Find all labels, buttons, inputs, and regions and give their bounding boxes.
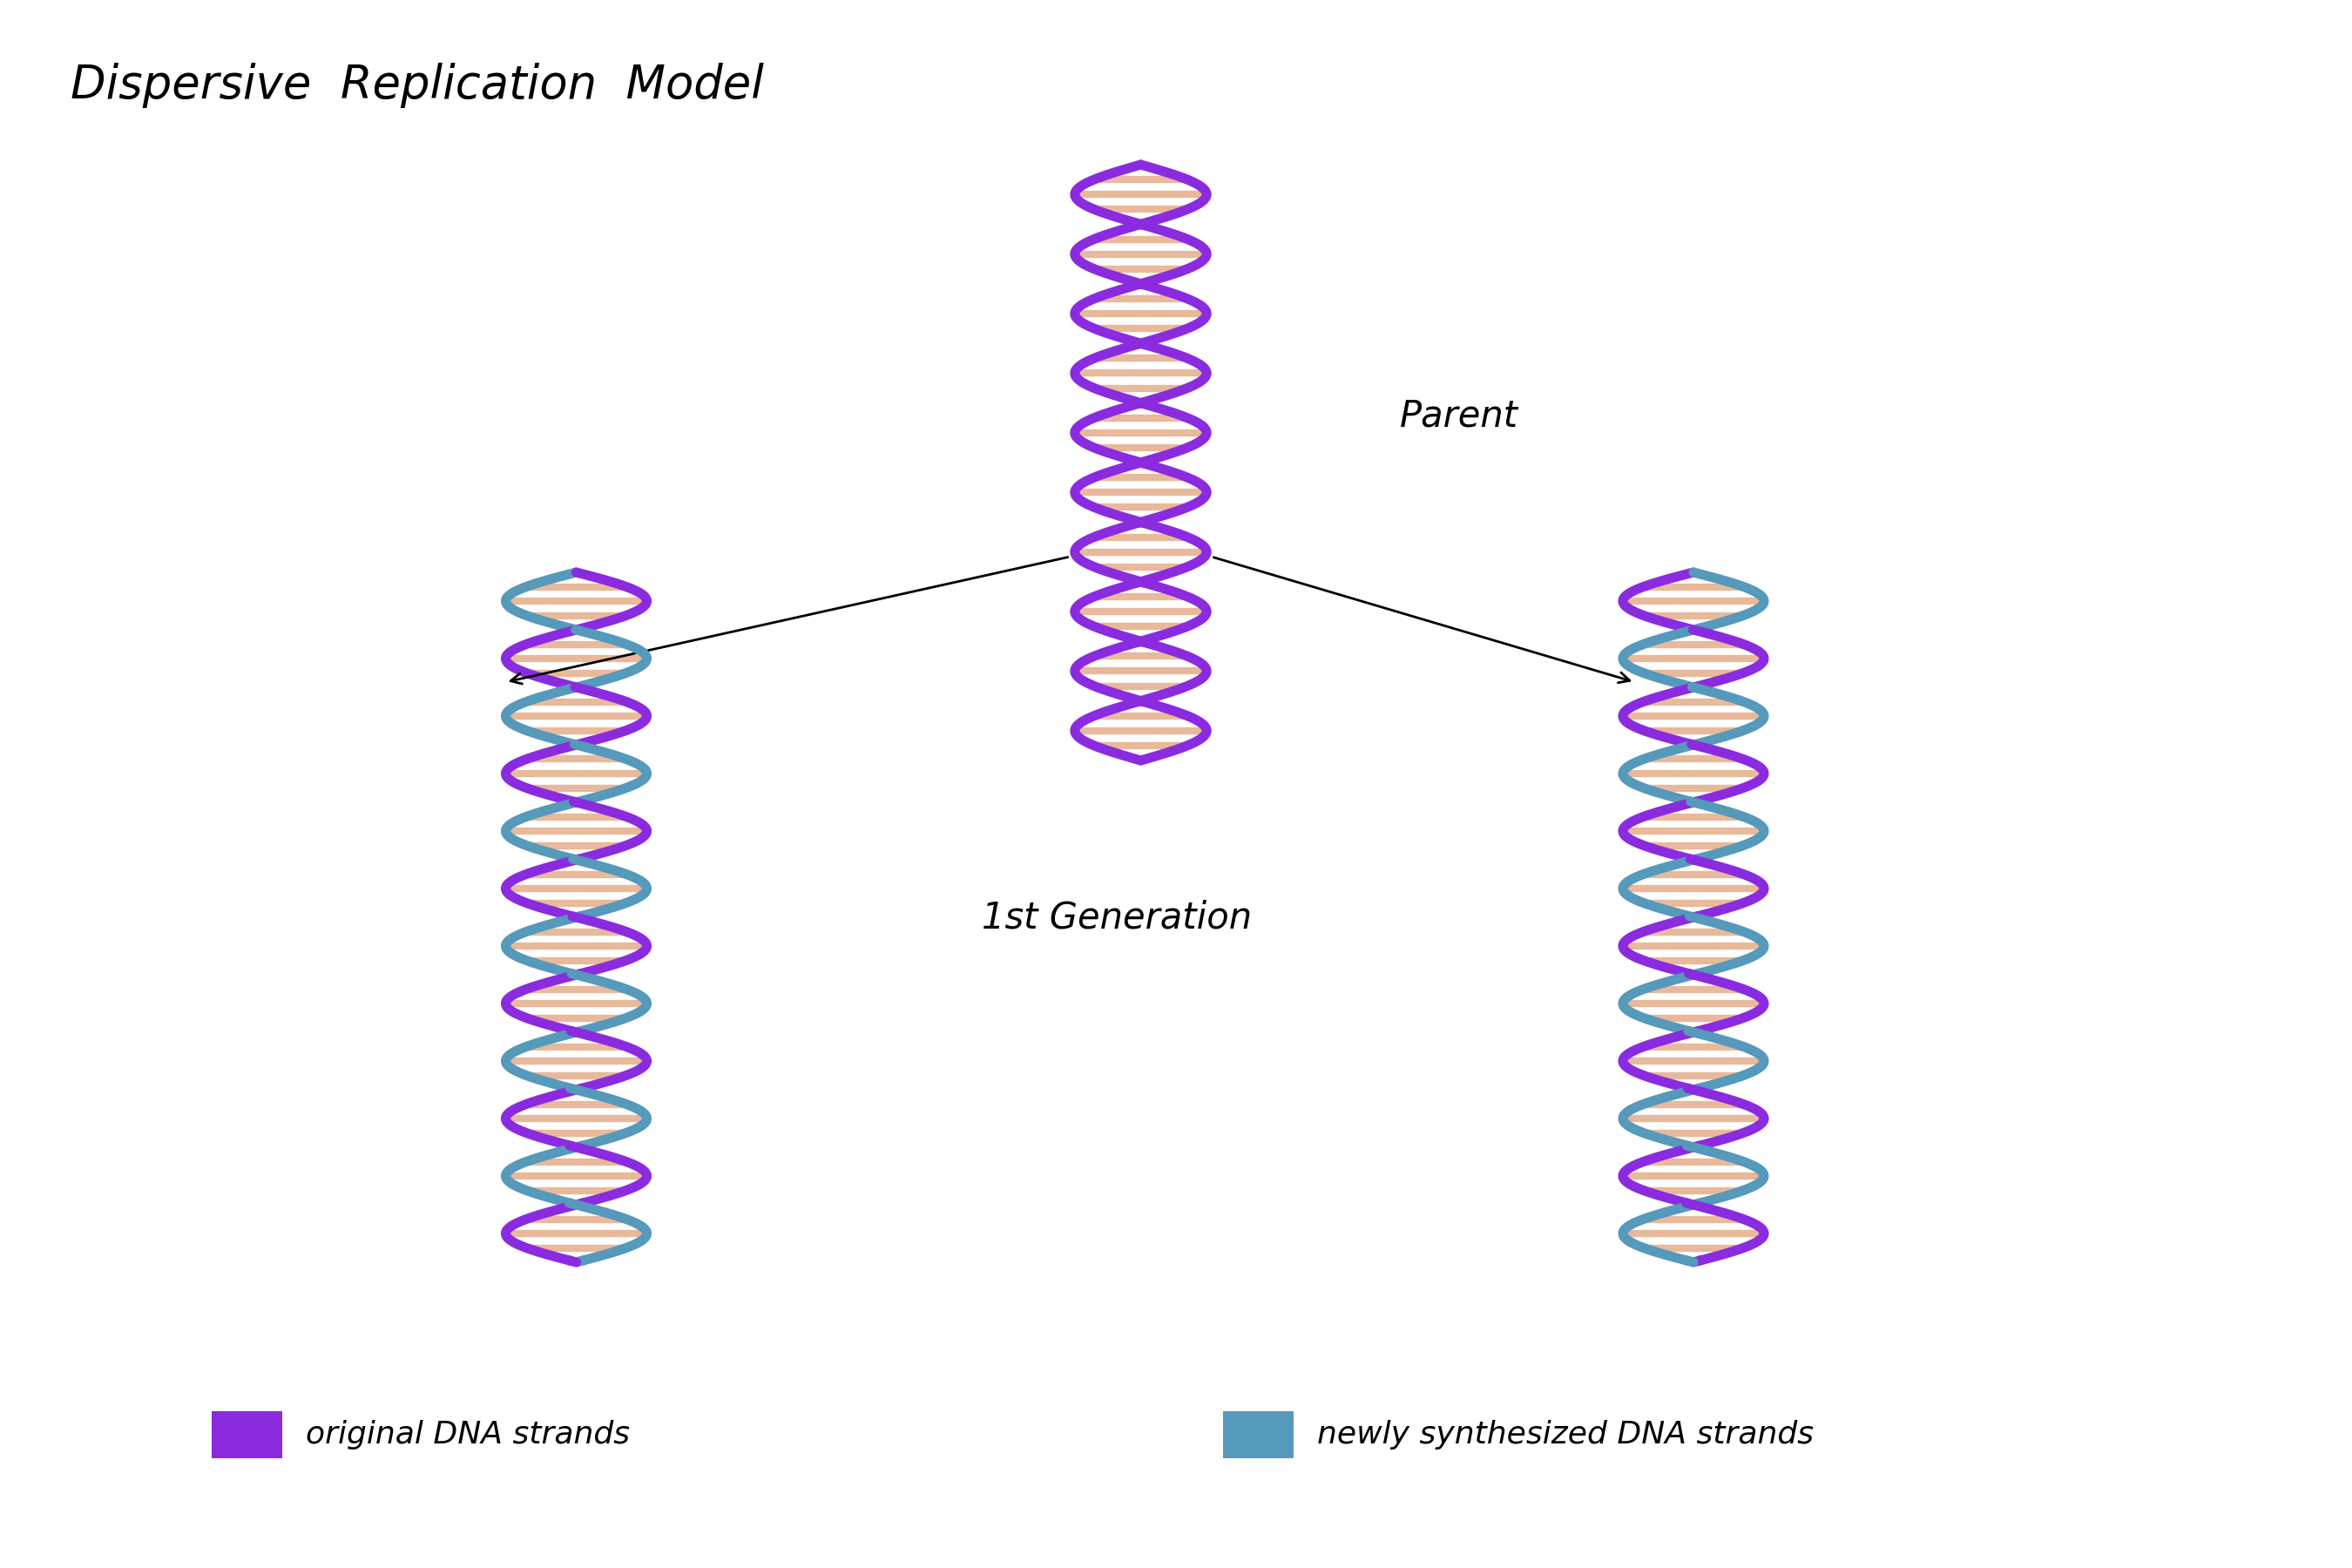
Text: Dispersive  Replication  Model: Dispersive Replication Model	[71, 63, 764, 108]
FancyBboxPatch shape	[1223, 1411, 1294, 1458]
Text: 1st Generation: 1st Generation	[983, 898, 1251, 936]
Text: original DNA strands: original DNA strands	[306, 1421, 630, 1449]
Text: Parent: Parent	[1399, 397, 1517, 434]
FancyBboxPatch shape	[212, 1411, 282, 1458]
Text: newly synthesized DNA strands: newly synthesized DNA strands	[1317, 1421, 1813, 1449]
